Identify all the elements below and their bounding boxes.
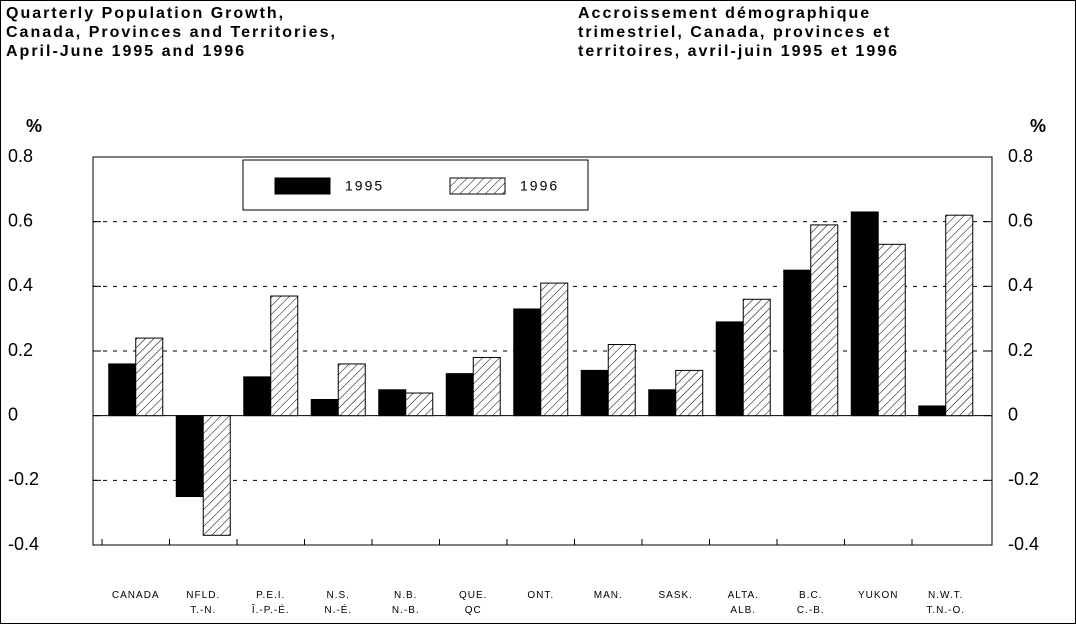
bar (405, 392, 434, 417)
bar (648, 389, 677, 417)
x-tick-label: ONT. (527, 590, 555, 601)
bar (378, 389, 407, 417)
bar (850, 211, 879, 417)
bar (337, 363, 366, 417)
x-tick-label: QUE. QC (459, 590, 488, 616)
bar (175, 415, 204, 497)
x-tick-label: B.C. C.-B. (796, 590, 825, 616)
bar (580, 369, 609, 417)
bar (445, 373, 474, 417)
bar (675, 369, 704, 417)
y-tick-label: 0.6 (8, 210, 33, 230)
x-tick-label: P.E.I. Î.-P.-É. (251, 590, 290, 616)
legend-label: 1995 (345, 178, 384, 194)
legend-swatch (274, 177, 331, 195)
y-tick-label: 0.2 (8, 340, 33, 360)
bar (310, 399, 339, 417)
y-tick-label: -0.2 (8, 469, 39, 489)
y2-tick-label: -0.4 (1008, 534, 1039, 554)
y2-tick-label: 0.4 (1008, 275, 1033, 295)
bar (270, 295, 299, 417)
y-tick-label: 0.4 (8, 275, 33, 295)
bar (918, 405, 947, 417)
y2-tick-label: 0.6 (1008, 210, 1033, 230)
x-tick-label: N.B. N.-B. (391, 590, 420, 616)
bar (135, 337, 164, 417)
legend-swatch (449, 177, 506, 195)
bar (472, 356, 501, 417)
chart-title: Quarterly Population Growth, Canada, Pro… (6, 5, 337, 60)
x-tick-label: NFLD. T.-N. (186, 590, 221, 616)
y-tick-label: 0 (8, 404, 18, 424)
x-tick-label: ALTA. ALB. (727, 590, 759, 616)
bar (877, 243, 906, 417)
bar (202, 415, 231, 536)
x-tick-label: N.W.T. T.N.-O. (926, 590, 966, 616)
x-tick-label: YUKON (857, 590, 899, 601)
bar (513, 308, 542, 417)
bar (715, 321, 744, 417)
bar (945, 214, 974, 417)
y2-tick-label: 0 (1008, 404, 1018, 424)
bar (108, 363, 137, 417)
bar (540, 282, 569, 417)
x-tick-label: SASK. (658, 590, 693, 601)
x-tick-label: N.S. N.-É. (324, 590, 353, 616)
x-tick-label: MAN. (593, 590, 623, 601)
y2-tick-label: 0.8 (1008, 146, 1033, 166)
bar (742, 298, 771, 417)
y2-axis-label: % (1030, 116, 1046, 136)
y-tick-label: 0.8 (8, 146, 33, 166)
x-tick-label: CANADA (111, 590, 160, 601)
bar (243, 376, 272, 417)
chart-subtitle: Accroissement démographique trimestriel,… (578, 5, 900, 60)
y-axis-label: % (26, 116, 42, 136)
bar (783, 269, 812, 417)
bar (607, 344, 636, 417)
bar (810, 224, 839, 417)
legend-label: 1996 (520, 178, 559, 194)
y-tick-label: -0.4 (8, 534, 39, 554)
y2-tick-label: -0.2 (1008, 469, 1039, 489)
y2-tick-label: 0.2 (1008, 340, 1033, 360)
